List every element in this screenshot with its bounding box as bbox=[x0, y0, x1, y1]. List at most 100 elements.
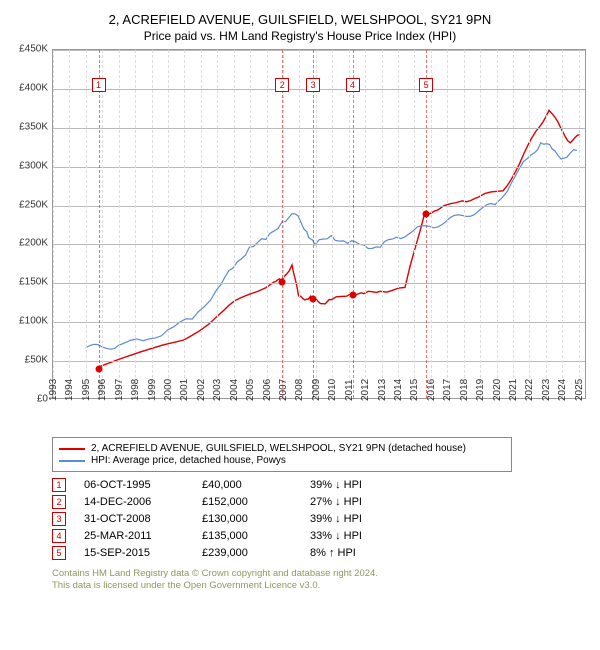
y-tick-label: £200K bbox=[19, 238, 48, 249]
event-badge: 2 bbox=[275, 78, 289, 92]
gridline-vertical bbox=[102, 50, 103, 398]
gridline-horizontal bbox=[53, 206, 585, 207]
gridline-vertical bbox=[513, 50, 514, 398]
series-hpi bbox=[86, 143, 577, 349]
legend-row: 2, ACREFIELD AVENUE, GUILSFIELD, WELSHPO… bbox=[59, 443, 505, 454]
event-row-badge: 1 bbox=[52, 478, 66, 492]
event-row-diff: 8% ↑ HPI bbox=[310, 547, 405, 559]
event-dot bbox=[279, 278, 286, 285]
event-row-diff: 39% ↓ HPI bbox=[310, 479, 405, 491]
gridline-horizontal bbox=[53, 283, 585, 284]
y-tick-label: £150K bbox=[19, 277, 48, 288]
event-row-date: 06-OCT-1995 bbox=[84, 479, 184, 491]
event-row-badge: 5 bbox=[52, 546, 66, 560]
gridline-vertical bbox=[184, 50, 185, 398]
gridline-horizontal bbox=[53, 244, 585, 245]
event-row-diff: 33% ↓ HPI bbox=[310, 530, 405, 542]
event-dot bbox=[423, 211, 430, 218]
event-dot bbox=[349, 292, 356, 299]
gridline-vertical bbox=[431, 50, 432, 398]
event-row-badge: 2 bbox=[52, 495, 66, 509]
gridline-vertical bbox=[119, 50, 120, 398]
gridline-vertical bbox=[86, 50, 87, 398]
event-badge: 3 bbox=[306, 78, 320, 92]
event-row-date: 15-SEP-2015 bbox=[84, 547, 184, 559]
gridline-vertical bbox=[414, 50, 415, 398]
chart-subtitle: Price paid vs. HM Land Registry's House … bbox=[10, 29, 590, 43]
event-row-date: 25-MAR-2011 bbox=[84, 530, 184, 542]
y-tick-label: £400K bbox=[19, 82, 48, 93]
event-badge: 4 bbox=[346, 78, 360, 92]
y-tick-label: £100K bbox=[19, 316, 48, 327]
gridline-vertical bbox=[382, 50, 383, 398]
gridline-vertical bbox=[480, 50, 481, 398]
legend: 2, ACREFIELD AVENUE, GUILSFIELD, WELSHPO… bbox=[52, 437, 512, 472]
plot-area: 12345 bbox=[52, 49, 586, 399]
gridline-vertical bbox=[562, 50, 563, 398]
legend-swatch bbox=[59, 448, 85, 450]
event-row-price: £135,000 bbox=[202, 530, 292, 542]
y-axis: £0£50K£100K£150K£200K£250K£300K£350K£400… bbox=[10, 49, 52, 399]
event-row-price: £130,000 bbox=[202, 513, 292, 525]
gridline-vertical bbox=[579, 50, 580, 398]
event-line bbox=[313, 50, 314, 398]
legend-label: 2, ACREFIELD AVENUE, GUILSFIELD, WELSHPO… bbox=[91, 443, 466, 454]
x-tick-label: 2025 bbox=[574, 379, 600, 401]
event-row-date: 14-DEC-2006 bbox=[84, 496, 184, 508]
gridline-vertical bbox=[152, 50, 153, 398]
legend-label: HPI: Average price, detached house, Powy… bbox=[91, 455, 286, 466]
chart-area: £0 £50K £100K £150K £200K £250K £300K £350K £400… bbox=[10, 49, 590, 429]
event-dot bbox=[310, 295, 317, 302]
y-tick-label: £250K bbox=[19, 199, 48, 210]
event-row: 5 15-SEP-2015 £239,000 8% ↑ HPI bbox=[52, 546, 542, 560]
gridline-horizontal bbox=[53, 361, 585, 362]
gridline-vertical bbox=[135, 50, 136, 398]
chart-title: 2, ACREFIELD AVENUE, GUILSFIELD, WELSHPO… bbox=[10, 12, 590, 27]
gridline-vertical bbox=[316, 50, 317, 398]
event-row-diff: 39% ↓ HPI bbox=[310, 513, 405, 525]
gridline-vertical bbox=[349, 50, 350, 398]
footer-line2: This data is licensed under the Open Gov… bbox=[52, 580, 590, 592]
event-line bbox=[353, 50, 354, 398]
event-line bbox=[426, 50, 427, 398]
gridline-vertical bbox=[447, 50, 448, 398]
gridline-vertical bbox=[365, 50, 366, 398]
gridline-vertical bbox=[250, 50, 251, 398]
event-row: 2 14-DEC-2006 £152,000 27% ↓ HPI bbox=[52, 495, 542, 509]
y-tick-label: £450K bbox=[19, 44, 48, 55]
gridline-vertical bbox=[267, 50, 268, 398]
gridline-horizontal bbox=[53, 167, 585, 168]
gridline-horizontal bbox=[53, 322, 585, 323]
event-badge: 5 bbox=[419, 78, 433, 92]
gridline-vertical bbox=[299, 50, 300, 398]
event-row: 106-OCT-1995£40,00039% ↓ HPI bbox=[52, 478, 542, 492]
gridline-vertical bbox=[332, 50, 333, 398]
line-series-svg bbox=[53, 50, 585, 398]
event-row: 331-OCT-2008£130,00039% ↓ HPI bbox=[52, 512, 542, 526]
legend-row: HPI: Average price, detached house, Powy… bbox=[59, 455, 505, 466]
event-line bbox=[282, 50, 283, 398]
gridline-horizontal bbox=[53, 50, 585, 51]
x-axis: 1993199419951996199719981999200020012002… bbox=[52, 399, 586, 429]
event-row: 4 25-MAR-2011 £135,000 33% ↓ HPI bbox=[52, 529, 542, 543]
y-tick-label: £350K bbox=[19, 121, 48, 132]
event-row-diff: 27% ↓ HPI bbox=[310, 496, 405, 508]
chart-container: 2, ACREFIELD AVENUE, GUILSFIELD, WELSHPO… bbox=[10, 12, 590, 593]
legend-swatch bbox=[59, 460, 85, 462]
gridline-vertical bbox=[217, 50, 218, 398]
y-tick-label: £300K bbox=[19, 160, 48, 171]
gridline-vertical bbox=[168, 50, 169, 398]
event-row-price: £239,000 bbox=[202, 547, 292, 559]
gridline-vertical bbox=[464, 50, 465, 398]
event-dot bbox=[95, 365, 102, 372]
event-row-badge: 4 bbox=[52, 529, 66, 543]
gridline-horizontal bbox=[53, 128, 585, 129]
footer-line1: Contains HM Land Registry data © Crown c… bbox=[52, 568, 590, 580]
gridline-vertical bbox=[546, 50, 547, 398]
y-tick-label: £0 bbox=[37, 394, 48, 405]
gridline-vertical bbox=[398, 50, 399, 398]
event-row-price: £152,000 bbox=[202, 496, 292, 508]
y-tick-label: £50K bbox=[25, 355, 48, 366]
gridline-vertical bbox=[529, 50, 530, 398]
footer: Contains HM Land Registry data © Crown c… bbox=[52, 568, 590, 593]
